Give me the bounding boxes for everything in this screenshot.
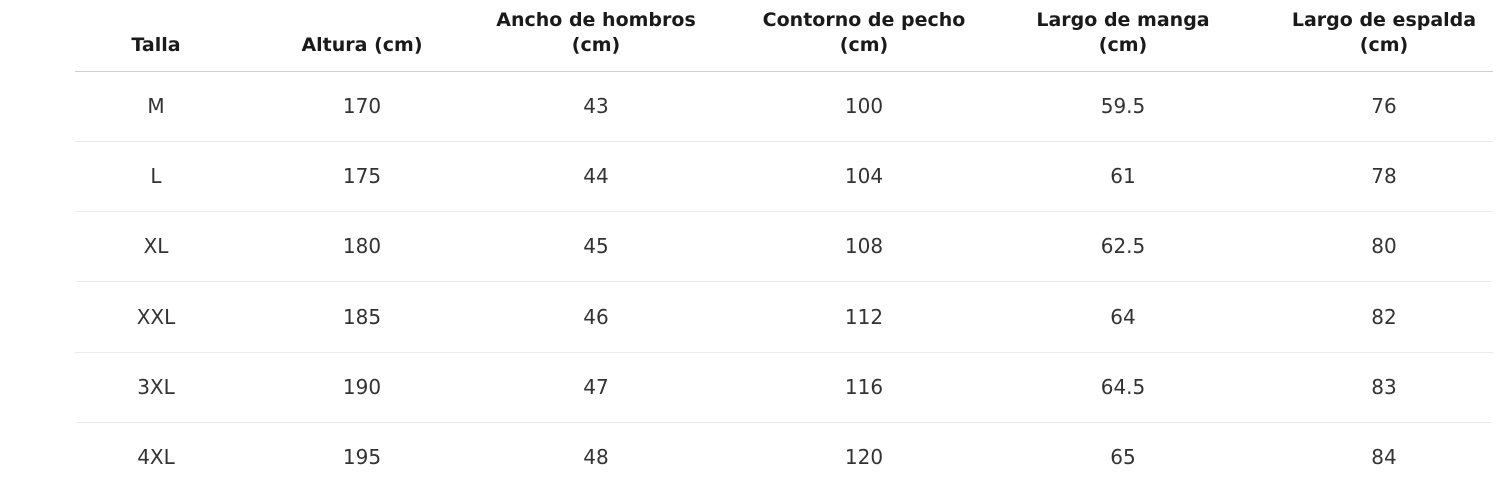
- table-cell: 175: [342, 164, 382, 189]
- table-cell: 3XL: [137, 374, 175, 399]
- row-divider: [75, 422, 1493, 423]
- table-cell: 104: [844, 164, 884, 189]
- table-cell: XXL: [136, 304, 176, 329]
- header-divider: [75, 71, 1493, 72]
- table-cell: 120: [844, 445, 884, 469]
- table-cell: 65: [1110, 445, 1136, 469]
- column-header: Largo de espalda: [1291, 9, 1477, 31]
- table-cell: 108: [844, 234, 884, 259]
- table-cell: 64: [1110, 304, 1136, 329]
- table-cell: 64.5: [1100, 374, 1146, 399]
- table-cell: 185: [342, 304, 382, 329]
- table-cell: 44: [583, 164, 609, 189]
- table-cell: 112: [844, 304, 884, 329]
- table-cell: 62.5: [1100, 234, 1146, 259]
- table-cell: 116: [844, 374, 884, 399]
- row-divider: [75, 211, 1493, 212]
- table-cell: 76: [1371, 94, 1397, 118]
- table-cell: 83: [1371, 374, 1397, 399]
- row-divider: [75, 352, 1493, 353]
- table-cell: 61: [1110, 164, 1136, 189]
- row-divider: [75, 141, 1493, 142]
- column-header: Contorno de pecho: [762, 9, 966, 31]
- table-cell: 170: [342, 94, 382, 118]
- table-cell: 48: [583, 445, 609, 469]
- column-header: Largo de manga: [1036, 9, 1210, 31]
- table-cell: 43: [583, 94, 609, 118]
- table-cell: 180: [342, 234, 382, 259]
- column-header: Altura (cm): [301, 34, 423, 56]
- table-cell: 46: [583, 304, 609, 329]
- row-divider: [75, 281, 1493, 282]
- table-cell: 47: [583, 374, 609, 399]
- table-cell: 100: [844, 94, 884, 118]
- column-header: Ancho de hombros: [496, 9, 696, 31]
- column-header: Talla: [131, 34, 181, 56]
- table-cell: 195: [342, 445, 382, 469]
- table-cell: 80: [1371, 234, 1397, 259]
- table-cell: 82: [1371, 304, 1397, 329]
- column-header: (cm): [1098, 34, 1148, 56]
- table-cell: 59.5: [1100, 94, 1146, 118]
- column-header: (cm): [839, 34, 889, 56]
- table-cell: M: [147, 94, 165, 118]
- table-cell: 190: [342, 374, 382, 399]
- table-cell: 4XL: [137, 445, 175, 469]
- table-cell: L: [150, 164, 162, 189]
- table-cell: 84: [1371, 445, 1397, 469]
- column-header: (cm): [571, 34, 621, 56]
- column-header: (cm): [1359, 34, 1409, 56]
- table-cell: 45: [583, 234, 609, 259]
- table-cell: 78: [1371, 164, 1397, 189]
- table-cell: XL: [143, 234, 169, 259]
